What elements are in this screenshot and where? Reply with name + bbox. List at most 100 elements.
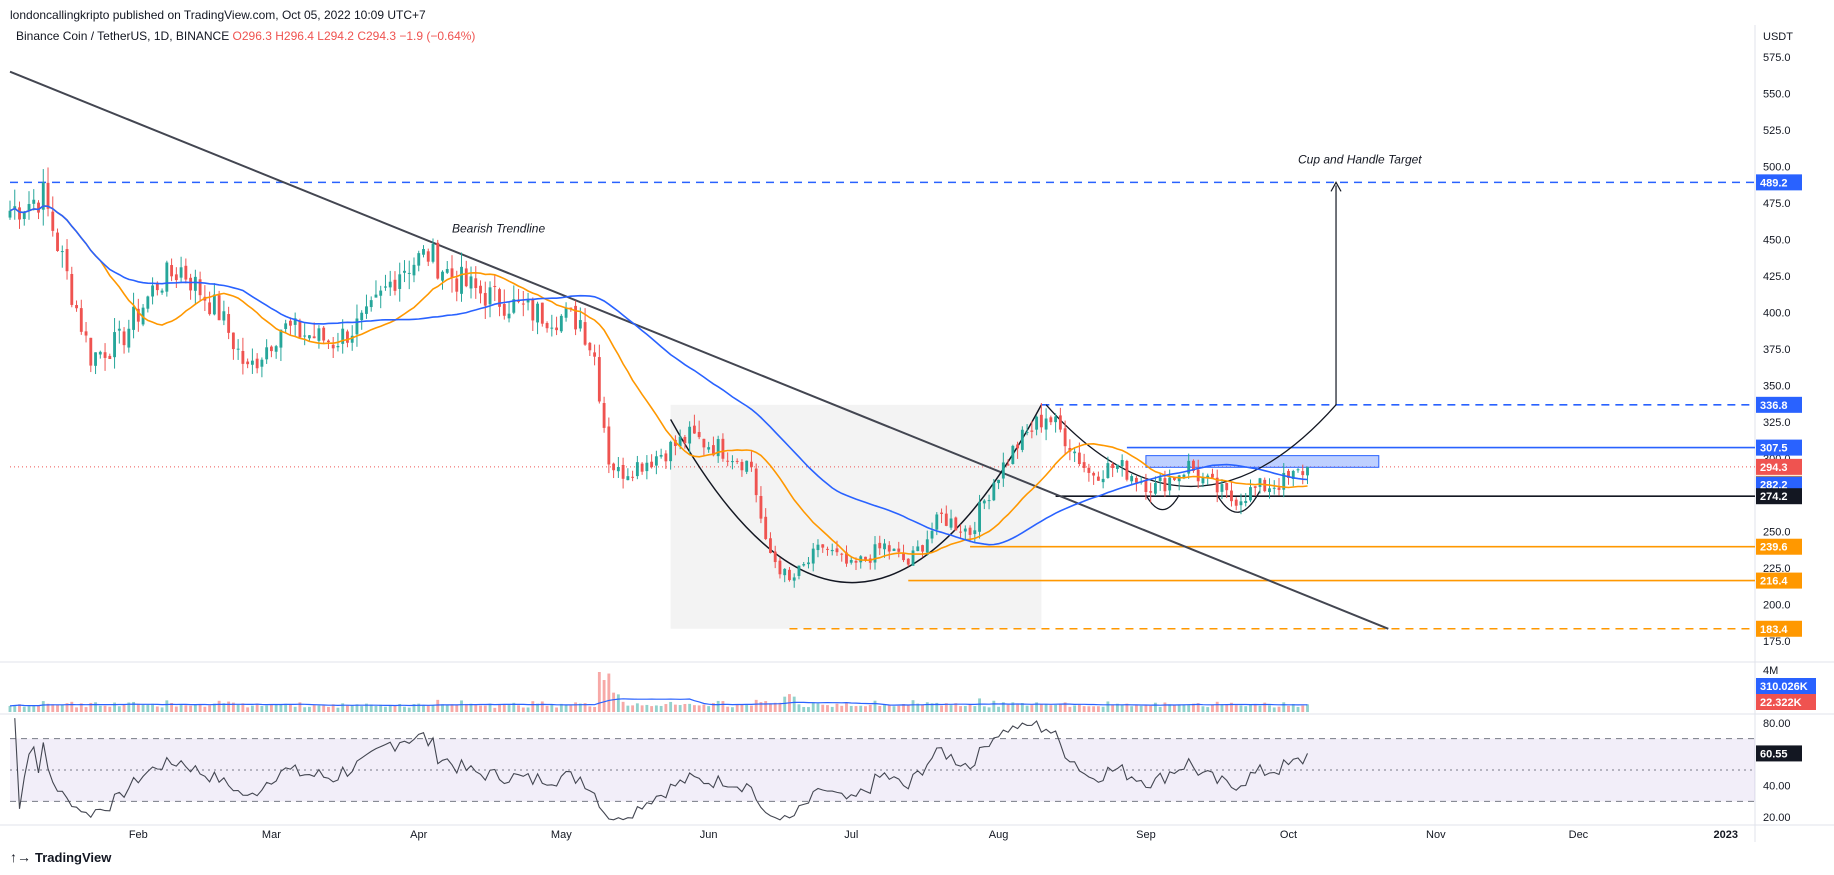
volume-bar — [269, 704, 273, 712]
candle-body — [764, 516, 768, 540]
volume-bar — [512, 702, 516, 712]
volume-bar — [645, 704, 649, 712]
volume-bar — [678, 705, 682, 712]
candle-body — [127, 328, 131, 348]
footer-brand[interactable]: ↑→ TradingView — [10, 849, 111, 865]
candle-body — [1173, 477, 1176, 480]
candle-body — [1016, 444, 1020, 449]
volume-bar — [279, 704, 283, 712]
volume-bar — [317, 705, 321, 712]
candle-body — [84, 331, 88, 336]
candle-body — [921, 545, 924, 552]
bearish-trendline — [9, 70, 1389, 630]
volume-bar — [70, 701, 74, 712]
volume-bar — [1153, 702, 1157, 712]
volume-bar — [1020, 703, 1024, 712]
candle-body — [355, 318, 359, 335]
volume-bar — [1111, 704, 1115, 712]
candle-body — [388, 281, 392, 288]
candle-body — [997, 479, 1001, 484]
candle-body — [103, 352, 107, 358]
volume-bar — [1016, 703, 1020, 712]
candle-body — [740, 461, 744, 471]
candle-body — [821, 544, 825, 548]
candle-body — [327, 340, 330, 343]
volume-bar — [288, 704, 292, 712]
candle-body — [517, 300, 520, 302]
currency-label: USDT — [1763, 31, 1793, 43]
candle-body — [702, 438, 706, 448]
volume-bar — [460, 700, 463, 712]
ohlc-value: H296.4 — [275, 29, 317, 43]
volume-bar — [868, 704, 872, 712]
volume-bar — [165, 700, 169, 712]
volume-bar — [388, 705, 392, 712]
volume-bar — [997, 706, 1001, 712]
candle-body — [536, 303, 539, 323]
volume-bar — [588, 706, 592, 712]
candle-body — [640, 463, 644, 472]
volume-bar — [1011, 702, 1015, 712]
candle-body — [968, 527, 972, 535]
volume-bar — [1130, 706, 1134, 712]
volume-bar — [56, 704, 59, 712]
candle-body — [654, 456, 658, 466]
y-tick-label: 425.0 — [1763, 271, 1791, 283]
candle-body — [1092, 472, 1096, 476]
candle-body — [1006, 464, 1010, 466]
candle-body — [350, 335, 354, 343]
moving-average-line — [9, 205, 1308, 546]
candle-body — [227, 314, 231, 333]
volume-bar — [673, 704, 677, 712]
volume-bar — [1049, 705, 1053, 712]
volume-bar — [365, 703, 368, 712]
candle-body — [512, 299, 516, 313]
volume-bar — [911, 700, 915, 712]
candle-body — [51, 211, 55, 231]
candle-body — [878, 542, 882, 549]
ohlc-value: L294.2 — [317, 29, 357, 43]
candle-body — [612, 463, 616, 471]
candle-body — [783, 568, 787, 576]
candle-body — [412, 264, 416, 276]
candle-body — [1149, 491, 1153, 493]
candle-body — [1287, 470, 1290, 478]
candle-body — [574, 305, 578, 330]
volume-bar — [455, 704, 459, 712]
candle-body — [631, 476, 635, 478]
volume-bar — [711, 703, 715, 712]
candle-body — [1049, 417, 1053, 423]
symbol-title[interactable]: Binance Coin / TetherUS, 1D, BINANCE — [16, 29, 233, 43]
candle-body — [650, 461, 654, 468]
candle-body — [1253, 486, 1257, 488]
candle-body — [1225, 482, 1229, 491]
candle-body — [1163, 478, 1167, 492]
handle-dip-curve — [1145, 494, 1180, 511]
x-tick-label: Apr — [410, 829, 427, 841]
volume-bar — [479, 705, 482, 712]
volume-bar — [740, 704, 744, 712]
candle-body — [132, 306, 135, 330]
candle-body — [978, 502, 981, 532]
volume-bar — [1096, 706, 1100, 712]
volume-bar — [360, 706, 364, 712]
volume-bar — [878, 706, 882, 712]
volume-bar — [502, 704, 506, 712]
volume-bar — [569, 705, 573, 712]
volume-bar — [445, 705, 449, 712]
volume-bar — [1087, 706, 1091, 712]
volume-bar — [170, 703, 174, 712]
candle-body — [1054, 416, 1058, 423]
volume-bar — [212, 703, 216, 712]
volume-bar — [702, 704, 706, 712]
candle-body — [902, 552, 905, 561]
publish-line: londoncallingkripto published on Trading… — [10, 8, 426, 22]
candle-body — [916, 546, 920, 552]
handle-zone-box — [1145, 455, 1380, 468]
volume-bar — [811, 702, 815, 712]
candle-body — [992, 482, 996, 501]
volume-bar — [1168, 704, 1172, 712]
volume-bar — [835, 703, 839, 712]
volume-bar — [1158, 706, 1162, 712]
